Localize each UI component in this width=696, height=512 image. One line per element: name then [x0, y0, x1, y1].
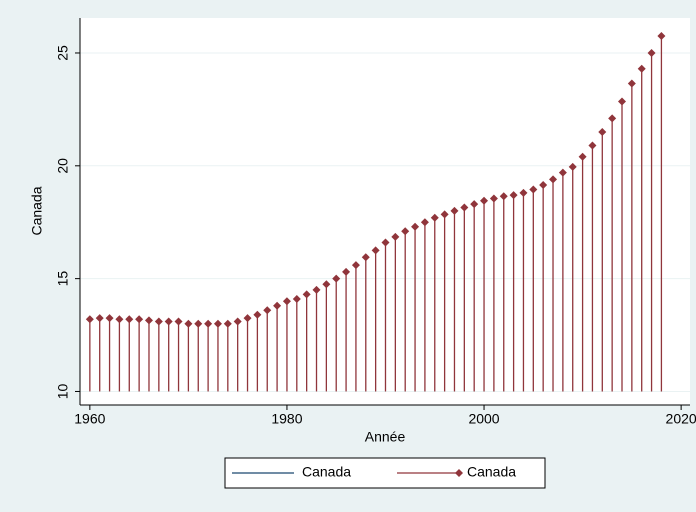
- marker: [174, 317, 183, 326]
- marker: [332, 274, 341, 283]
- marker: [470, 200, 479, 209]
- marker: [401, 227, 410, 236]
- marker: [223, 319, 232, 328]
- marker: [253, 310, 262, 319]
- x-tick-label: 2020: [666, 411, 696, 427]
- marker: [480, 196, 489, 205]
- marker: [361, 253, 370, 262]
- marker: [608, 114, 617, 123]
- legend-marker: [455, 469, 463, 477]
- marker: [539, 180, 548, 189]
- marker: [647, 48, 656, 57]
- marker: [549, 175, 558, 184]
- marker: [460, 203, 469, 212]
- marker: [627, 79, 636, 88]
- marker: [95, 314, 104, 323]
- marker: [105, 314, 114, 323]
- marker: [381, 238, 390, 247]
- marker: [588, 141, 597, 150]
- marker: [144, 316, 153, 325]
- marker: [489, 194, 498, 203]
- marker: [194, 319, 203, 328]
- marker: [312, 285, 321, 294]
- marker: [657, 32, 666, 41]
- marker: [578, 152, 587, 161]
- y-tick-label: 15: [55, 271, 71, 287]
- marker: [282, 297, 291, 306]
- marker: [411, 222, 420, 231]
- marker: [233, 317, 242, 326]
- marker: [371, 246, 380, 255]
- marker: [568, 162, 577, 171]
- marker: [184, 319, 193, 328]
- marker: [135, 315, 144, 324]
- marker: [115, 315, 124, 324]
- marker: [499, 192, 508, 201]
- marker: [618, 97, 627, 106]
- y-tick-label: 25: [55, 45, 71, 61]
- marker: [519, 188, 528, 197]
- marker: [125, 315, 134, 324]
- marker: [440, 210, 449, 219]
- marker: [637, 64, 646, 73]
- y-axis-title: Canada: [29, 186, 45, 235]
- marker: [430, 213, 439, 222]
- marker: [273, 301, 282, 310]
- marker: [450, 206, 459, 215]
- x-tick-label: 2000: [468, 411, 499, 427]
- marker: [509, 191, 518, 200]
- marker: [243, 314, 252, 323]
- marker: [204, 319, 213, 328]
- marker: [351, 261, 360, 270]
- marker: [213, 319, 222, 328]
- marker: [292, 294, 301, 303]
- legend-label: Canada: [467, 464, 516, 480]
- marker: [598, 127, 607, 136]
- marker: [322, 280, 331, 289]
- y-tick-label: 20: [55, 158, 71, 174]
- marker: [164, 317, 173, 326]
- x-tick-label: 1980: [271, 411, 302, 427]
- marker: [154, 317, 163, 326]
- marker: [529, 185, 538, 194]
- legend-label: Canada: [302, 464, 351, 480]
- marker: [558, 168, 567, 177]
- marker: [85, 315, 94, 324]
- marker: [391, 232, 400, 241]
- y-tick-label: 10: [55, 383, 71, 399]
- marker: [342, 267, 351, 276]
- x-axis-title: Année: [365, 429, 406, 445]
- x-tick-label: 1960: [74, 411, 105, 427]
- marker: [263, 306, 272, 315]
- marker: [420, 218, 429, 227]
- marker: [302, 290, 311, 299]
